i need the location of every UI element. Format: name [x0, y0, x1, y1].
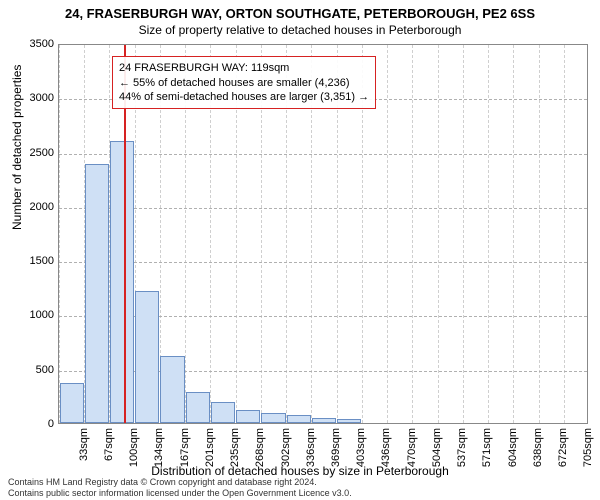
x-tick-label: 167sqm [179, 428, 191, 467]
annotation-line: 44% of semi-detached houses are larger (… [119, 90, 369, 104]
x-tick-label: 33sqm [78, 428, 90, 461]
histogram-bar [287, 415, 311, 423]
plot-area: 24 FRASERBURGH WAY: 119sqm← 55% of detac… [58, 44, 588, 424]
annotation-line: ← 55% of detached houses are smaller (4,… [119, 76, 369, 90]
x-tick-label: 470sqm [406, 428, 418, 467]
x-tick-label: 336sqm [305, 428, 317, 467]
gridline-v [539, 45, 540, 423]
x-tick-label: 302sqm [280, 428, 292, 467]
histogram-bar [312, 418, 336, 423]
histogram-bar [85, 164, 109, 423]
y-tick-label: 1500 [14, 255, 54, 267]
annotation-box: 24 FRASERBURGH WAY: 119sqm← 55% of detac… [112, 56, 376, 109]
histogram-bar [60, 383, 84, 423]
gridline-v [488, 45, 489, 423]
gridline-h [59, 262, 587, 263]
x-tick-label: 100sqm [128, 428, 140, 467]
histogram-bar [135, 291, 159, 423]
histogram-bar [160, 356, 184, 423]
gridline-h [59, 154, 587, 155]
annotation-line: 24 FRASERBURGH WAY: 119sqm [119, 61, 369, 75]
gridline-v [463, 45, 464, 423]
x-tick-label: 134sqm [153, 428, 165, 467]
x-tick-label: 504sqm [431, 428, 443, 467]
histogram-bar [236, 410, 260, 423]
histogram-bar [261, 413, 285, 423]
histogram-bar [211, 402, 235, 423]
gridline-v [59, 45, 60, 423]
histogram-bar [337, 419, 361, 423]
x-tick-label: 67sqm [103, 428, 115, 461]
x-tick-label: 235sqm [229, 428, 241, 467]
y-tick-label: 500 [14, 364, 54, 376]
chart-area: 24 FRASERBURGH WAY: 119sqm← 55% of detac… [58, 44, 588, 424]
gridline-v [412, 45, 413, 423]
x-tick-label: 268sqm [254, 428, 266, 467]
x-tick-label: 201sqm [204, 428, 216, 467]
x-tick-label: 705sqm [582, 428, 594, 467]
x-tick-label: 369sqm [330, 428, 342, 467]
chart-title-sub: Size of property relative to detached ho… [0, 21, 600, 37]
x-tick-label: 571sqm [481, 428, 493, 467]
footer-line-2: Contains public sector information licen… [8, 488, 352, 498]
y-tick-label: 0 [14, 418, 54, 430]
gridline-v [438, 45, 439, 423]
x-tick-label: 436sqm [380, 428, 392, 467]
y-tick-label: 3500 [14, 38, 54, 50]
gridline-v [564, 45, 565, 423]
gridline-v [387, 45, 388, 423]
x-tick-label: 537sqm [456, 428, 468, 467]
footer-attribution: Contains HM Land Registry data © Crown c… [8, 477, 352, 498]
histogram-bar [110, 141, 134, 423]
gridline-h [59, 208, 587, 209]
x-tick-label: 403sqm [355, 428, 367, 467]
y-tick-label: 2500 [14, 147, 54, 159]
x-tick-label: 638sqm [532, 428, 544, 467]
y-tick-label: 2000 [14, 201, 54, 213]
footer-line-1: Contains HM Land Registry data © Crown c… [8, 477, 352, 487]
histogram-bar [186, 392, 210, 423]
y-tick-label: 3000 [14, 92, 54, 104]
y-tick-label: 1000 [14, 309, 54, 321]
x-tick-label: 604sqm [507, 428, 519, 467]
x-tick-label: 672sqm [557, 428, 569, 467]
gridline-v [513, 45, 514, 423]
chart-title-main: 24, FRASERBURGH WAY, ORTON SOUTHGATE, PE… [0, 0, 600, 21]
